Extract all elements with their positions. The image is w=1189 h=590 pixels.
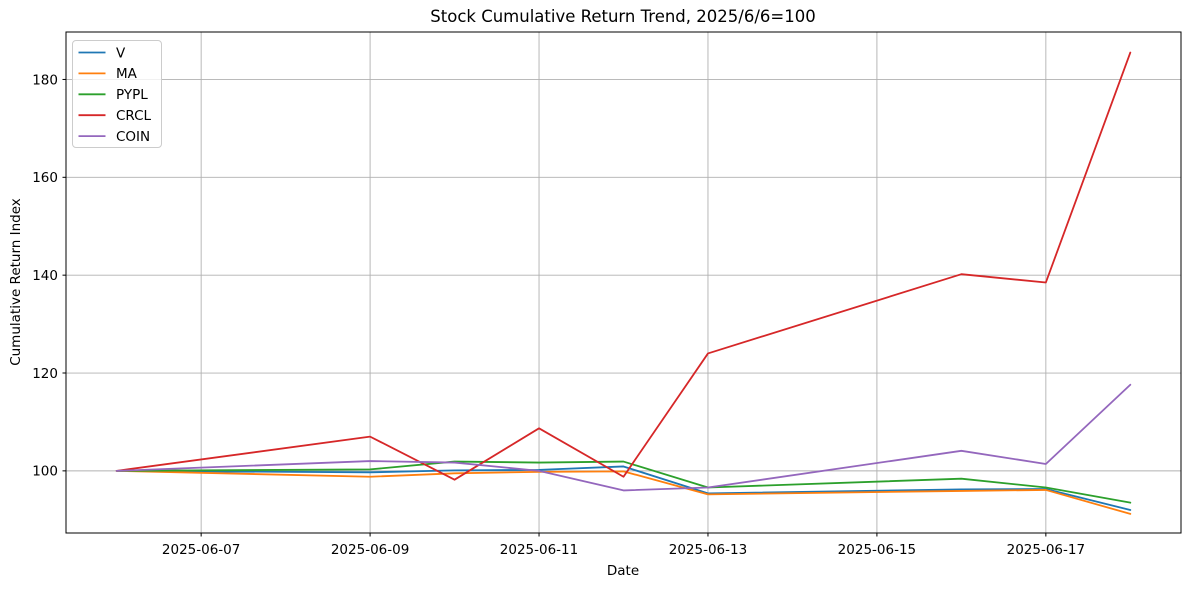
series-lines bbox=[115, 51, 1132, 515]
axis-ticks: 2025-06-07 2025-06-09 2025-06-11 2025-06-13… bbox=[32, 72, 1085, 558]
y-tick-label: 120 bbox=[32, 366, 58, 382]
series-line-v bbox=[115, 465, 1132, 511]
y-tick-label: 140 bbox=[32, 268, 58, 284]
series-line-coin bbox=[115, 383, 1132, 492]
series-line-crcl bbox=[115, 51, 1132, 481]
legend-label-pypl: PYPL bbox=[116, 87, 148, 103]
grid bbox=[66, 32, 1181, 533]
x-tick-label: 2025-06-13 bbox=[669, 542, 747, 558]
chart-title: Stock Cumulative Return Trend, 2025/6/6=… bbox=[430, 7, 815, 26]
y-tick-label: 180 bbox=[32, 72, 58, 88]
x-tick-label: 2025-06-07 bbox=[162, 542, 240, 558]
legend-label-ma: MA bbox=[116, 66, 138, 82]
legend: V MA PYPL CRCL COIN bbox=[72, 40, 162, 148]
legend-box bbox=[72, 40, 162, 148]
legend-label-crcl: CRCL bbox=[116, 108, 152, 124]
plot-spines bbox=[65, 31, 1182, 534]
x-tick-label: 2025-06-15 bbox=[838, 542, 916, 558]
series-line-pypl bbox=[115, 460, 1132, 504]
x-axis-label: Date bbox=[607, 563, 639, 579]
y-tick-label: 160 bbox=[32, 170, 58, 186]
y-axis-label: Cumulative Return Index bbox=[8, 198, 24, 366]
y-tick-label: 100 bbox=[32, 464, 58, 480]
legend-label-v: V bbox=[116, 45, 126, 61]
x-tick-label: 2025-06-17 bbox=[1007, 542, 1085, 558]
x-tick-label: 2025-06-11 bbox=[500, 542, 578, 558]
legend-label-coin: COIN bbox=[116, 129, 150, 145]
x-tick-label: 2025-06-09 bbox=[331, 542, 409, 558]
series-line-ma bbox=[115, 469, 1132, 515]
